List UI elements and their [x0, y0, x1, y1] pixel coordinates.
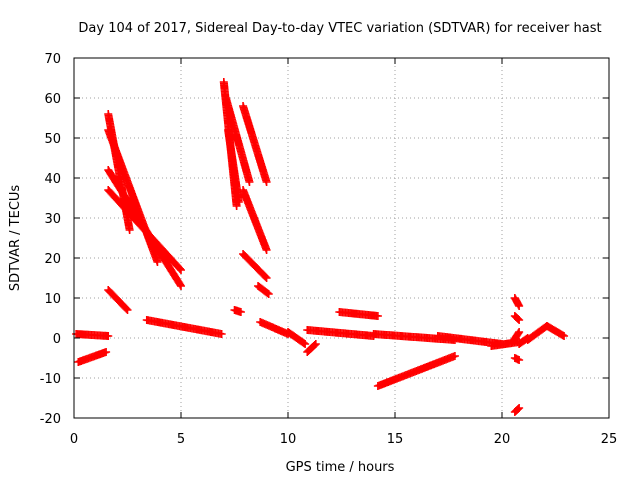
- data-point: [263, 289, 272, 298]
- series-arc-t: [303, 326, 378, 340]
- data-point: [261, 272, 270, 281]
- series-arc-l: [239, 250, 271, 282]
- data-point: [450, 352, 459, 360]
- data-point: [299, 339, 308, 348]
- data-point: [560, 332, 569, 340]
- series-arc-f: [142, 316, 226, 338]
- data-point: [373, 312, 382, 320]
- data-point: [515, 328, 524, 336]
- data-point: [176, 280, 185, 289]
- series-arc-k: [239, 186, 271, 254]
- x-tick-label: 20: [494, 432, 511, 447]
- y-axis-label: SDTVAR / TECUs: [8, 185, 23, 292]
- x-tick-label: 5: [177, 432, 185, 447]
- y-tick-label: 20: [44, 252, 61, 267]
- data-point: [217, 330, 226, 338]
- series-arc-j: [239, 102, 271, 186]
- data-point: [515, 302, 524, 310]
- data-point: [514, 315, 523, 323]
- data-point: [177, 266, 185, 274]
- x-tick-label: 25: [601, 432, 618, 447]
- data-point: [514, 329, 523, 338]
- data-point: [264, 290, 273, 298]
- y-tick-label: 10: [44, 292, 61, 307]
- chart-title: Day 104 of 2017, Sidereal Day-to-day VTE…: [78, 21, 601, 36]
- data-marks: [72, 78, 569, 416]
- data-point: [153, 258, 162, 266]
- x-tick-label: 0: [70, 432, 78, 447]
- series-arc-ag: [510, 404, 524, 416]
- data-point: [262, 178, 271, 186]
- series-arc-h: [221, 94, 254, 186]
- x-tick-label: 15: [387, 432, 404, 447]
- data-point: [102, 348, 111, 356]
- series-arc-s: [303, 340, 320, 356]
- grid: [74, 58, 609, 418]
- series-arc-m: [230, 306, 245, 316]
- data-point: [311, 340, 320, 348]
- data-point: [515, 356, 524, 364]
- y-tick-label: 0: [53, 332, 61, 347]
- data-point: [301, 340, 310, 348]
- data-point: [177, 282, 185, 290]
- data-point: [123, 306, 132, 314]
- series-arc-d: [104, 186, 185, 274]
- y-tick-label: 50: [44, 132, 61, 147]
- data-point: [234, 198, 243, 206]
- series-arc-w: [373, 352, 459, 390]
- data-point: [262, 274, 271, 282]
- data-point: [515, 404, 524, 412]
- data-point: [515, 316, 524, 324]
- series-arc-e: [104, 286, 132, 314]
- x-tick-label: 10: [280, 432, 297, 447]
- data-point: [175, 264, 184, 273]
- series-arc-ae: [510, 312, 524, 324]
- series-arc-ac: [542, 322, 569, 340]
- data-point: [310, 341, 319, 349]
- y-tick-label: 40: [44, 172, 61, 187]
- series-arc-i: [224, 126, 243, 206]
- data-point: [236, 308, 245, 316]
- plot-frame: [73, 57, 610, 419]
- series-arc-ad: [510, 294, 524, 310]
- y-tick-label: 70: [44, 52, 61, 67]
- series-arc-n: [254, 282, 273, 298]
- data-point: [514, 405, 523, 413]
- y-tick-label: -20: [40, 412, 61, 427]
- data-point: [262, 246, 271, 254]
- series-arc-af: [510, 354, 524, 364]
- series-arc-p: [72, 330, 113, 340]
- data-point: [104, 332, 113, 340]
- data-point: [245, 178, 254, 186]
- series-arc-q: [74, 348, 111, 366]
- y-tick-label: 30: [44, 212, 61, 227]
- x-axis-label: GPS time / hours: [286, 460, 395, 475]
- data-point: [125, 226, 134, 234]
- series-arc-r: [284, 328, 310, 348]
- axis-ticks: 0 5 10 15 20 25 -20 -10 0 10 20 30 40 50 60 70: [40, 52, 618, 447]
- y-tick-label: 60: [44, 92, 61, 107]
- y-tick-label: -10: [40, 372, 61, 387]
- series-arc-z: [508, 328, 524, 346]
- series-arc-u: [335, 308, 382, 320]
- data-point: [122, 304, 131, 313]
